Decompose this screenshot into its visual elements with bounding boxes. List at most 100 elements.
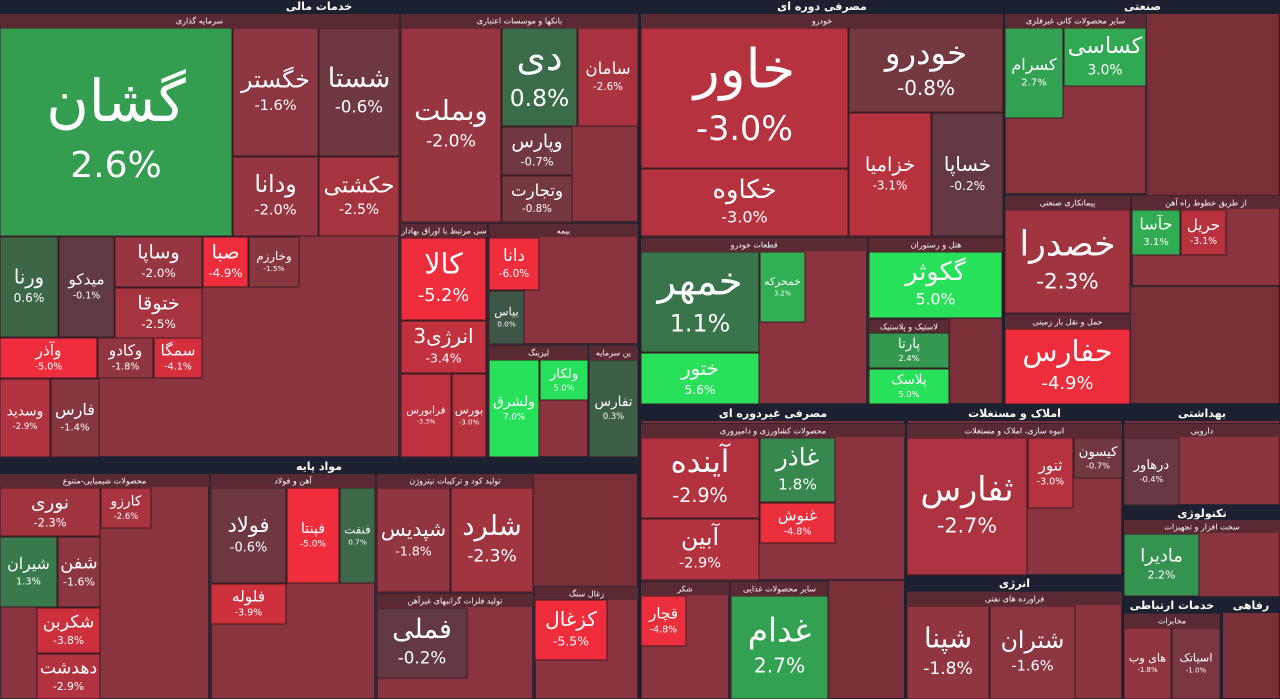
tile-change: 2.7% [754,654,805,678]
tile-change: -4.9% [208,266,242,280]
tile [400,27,502,223]
tile [640,27,849,169]
tile-name: اسیاتک [1180,651,1213,665]
tile-name: دانا [503,245,525,265]
group-header [377,474,533,487]
tile-name: خاور [691,38,796,101]
tile [202,236,249,288]
sector-header [1124,407,1280,421]
tile [1004,209,1131,314]
tile-name: فولاد [228,513,270,537]
tile-name: شستا [328,63,391,94]
tile [36,607,101,654]
group-header [1005,315,1130,328]
sector-header [907,577,1122,591]
sector-area [1221,598,1280,699]
tile-change: -3.1% [1190,236,1217,247]
tile [539,359,589,401]
tile-change: 0.0% [497,320,516,329]
group-header [731,582,828,595]
tile-change: -2.3% [1036,269,1098,294]
tile-name: آینده [671,443,731,480]
sector-title: خدمات ارتباطی [1130,599,1214,612]
tile [931,112,1004,237]
group-title: ین سرمایه [596,349,631,358]
sector-title: بهداشتی [1178,407,1226,420]
tile-name: وبملت [414,94,488,127]
tile-change: 0.7% [348,538,367,547]
tile [1123,437,1180,506]
tile [848,112,932,237]
sector-header [907,407,1122,421]
tile-change: -2.0% [141,266,176,280]
tile-change: -1.6% [1011,658,1053,675]
tile-name: گکوثر [903,256,966,287]
tile-name: ثفارس [921,470,1014,509]
sector-title: خدمات مالی [286,0,352,13]
tile-name: ختور [680,357,719,380]
tile [451,373,487,458]
tile-name: وتجارت [511,181,563,201]
group-title: قطعات خودرو [729,241,777,250]
tile-name: کسرام [1011,55,1057,75]
tile-change: -2.3% [33,516,66,530]
tile-change: -1.6% [63,576,95,589]
tile [640,251,760,353]
tile-name: فنفت [344,523,371,537]
tile-name: وآذر [35,340,62,359]
tile-change: -2.6% [593,81,623,93]
group-title: محصولات کشاورزی و دامپروری [720,427,826,436]
tile-name: بورس [455,403,483,418]
group-title: تولید فلزات گرانبهای غیرآهن [408,596,503,606]
tile-name: ودانا [254,170,296,198]
group-header [489,346,588,359]
sector-title: رفاهی [1233,599,1269,612]
tile [759,502,836,544]
tile [400,237,487,321]
tile-name: شفن [60,553,97,574]
sector-header [1124,599,1220,613]
tile [848,27,1004,113]
sector-header [1124,507,1280,521]
tile-change: -3.0% [1037,477,1064,488]
tile-name: قچار [648,604,678,622]
tile-change: -3.9% [235,608,263,619]
tile [868,332,950,369]
tile-change: -2.3% [467,547,517,567]
group-title: هتل و رستوران [911,241,962,250]
tile-change: 5.0% [916,290,956,309]
tile-change: -2.9% [13,422,38,432]
group-header [377,594,533,607]
tile-change: -2.7% [937,514,997,538]
tile [0,27,233,237]
tile-change: -1.8% [923,659,973,679]
tile [989,605,1076,699]
sector-title: مصرفی دوره ای [777,0,867,13]
tile [577,27,639,127]
tile [1171,627,1221,699]
tile [868,251,1003,319]
group-header [1124,424,1280,437]
tile-change: -0.6% [230,541,267,556]
tile-change: 5.6% [685,383,716,397]
tile-name: انرژی3 [413,324,473,348]
tile-name: سمگا [161,341,196,359]
group-title: از طریق خطوط راه آهن [1165,198,1247,208]
tile-name: کیسون [1079,445,1119,460]
tile-change: 5.0% [553,383,574,393]
tile [488,290,525,345]
tile [534,599,608,661]
group-title: حمل و نقل بار زمینی [1032,318,1102,327]
tile-name: شکربن [43,612,95,632]
group-title: سایر محصولات غذایی [743,585,816,594]
tile-change: -1.8% [112,362,140,373]
tile-change: -2.9% [53,680,84,693]
tile [501,175,573,223]
tile-change: 7.0% [503,412,525,422]
tile-name: غدام [748,611,811,649]
tile-name: مادیرا [1140,546,1183,567]
tile-change: -3.3% [417,418,436,426]
tile-change: -2.6% [114,512,139,522]
sector-title: مواد پایه [296,460,342,473]
